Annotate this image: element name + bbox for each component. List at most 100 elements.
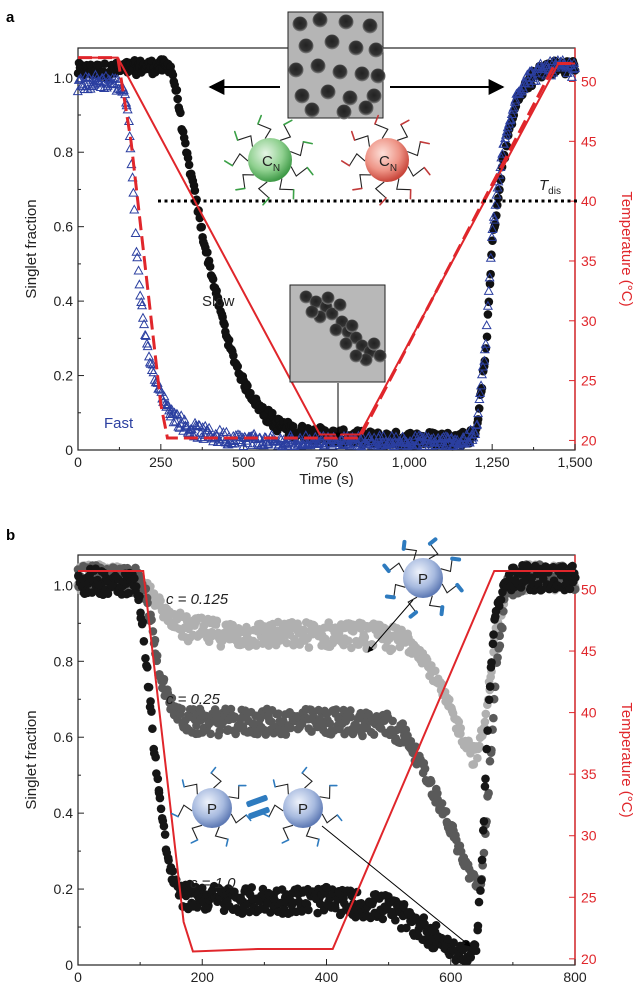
particle-blob	[342, 90, 358, 106]
data-point	[156, 804, 166, 814]
data-point	[360, 632, 370, 642]
data-point	[190, 186, 200, 195]
data-point	[297, 907, 307, 916]
xtick-label: 600	[439, 969, 463, 984]
strand-tip	[336, 814, 343, 822]
data-point	[399, 433, 410, 444]
xtick-label: 1,500	[557, 454, 592, 470]
data-point	[184, 160, 194, 170]
data-point	[548, 55, 559, 66]
xtick-label: 800	[563, 969, 587, 984]
data-point	[474, 387, 486, 398]
ytick-label: 0.8	[54, 144, 74, 160]
data-point	[488, 639, 498, 649]
particle-blob	[354, 66, 370, 82]
data-point	[480, 717, 490, 727]
data-point	[556, 61, 567, 71]
data-point	[395, 436, 406, 446]
data-point	[444, 695, 454, 704]
data-point	[493, 653, 502, 662]
data-point	[492, 182, 503, 192]
ytick-label: 0	[65, 442, 73, 458]
aggregate-blob	[345, 319, 359, 333]
data-point	[206, 729, 215, 739]
data-point	[128, 187, 139, 197]
strand	[210, 772, 222, 789]
strand-tip	[306, 166, 314, 176]
data-point	[177, 704, 186, 714]
data-point	[135, 591, 144, 601]
data-point	[481, 320, 492, 330]
data-point	[334, 628, 344, 638]
data-point	[318, 430, 329, 440]
data-point	[420, 764, 430, 773]
strand	[279, 124, 292, 141]
strand	[388, 562, 405, 573]
strand	[319, 785, 331, 800]
y2tick-label: 45	[581, 133, 597, 149]
strand-tip	[350, 130, 356, 141]
particle-blob	[332, 64, 348, 80]
strand	[348, 153, 366, 166]
strand-tip	[419, 141, 430, 145]
data-point	[484, 788, 493, 798]
data-point	[331, 705, 341, 714]
data-point	[485, 279, 495, 289]
strand-tip	[257, 114, 263, 125]
particle-blob	[288, 62, 304, 78]
data-point	[170, 416, 181, 426]
particle-blob	[358, 100, 374, 116]
particle-blob	[304, 102, 320, 118]
data-point	[491, 189, 502, 199]
data-point	[485, 682, 495, 691]
strand-tip	[427, 537, 438, 546]
data-point	[150, 635, 160, 645]
data-point	[172, 85, 182, 95]
strand	[321, 813, 338, 824]
data-point	[489, 214, 500, 224]
data-point	[229, 351, 238, 360]
data-point	[474, 897, 484, 907]
y2tick-label: 30	[581, 828, 597, 844]
strand	[441, 583, 458, 594]
data-point	[139, 636, 149, 646]
data-point	[498, 138, 510, 148]
particle-blob	[312, 12, 328, 28]
data-point	[146, 697, 155, 706]
strand	[268, 804, 284, 817]
data-point	[441, 807, 451, 816]
particle-blob	[320, 84, 336, 100]
data-point	[565, 584, 575, 594]
data-point	[299, 625, 309, 635]
strand-tip	[223, 160, 234, 167]
micrograph-dispersed	[287, 11, 386, 120]
data-point	[159, 821, 169, 831]
data-point	[475, 741, 484, 751]
data-point	[483, 726, 492, 735]
strand-tip	[374, 114, 380, 125]
y2tick-label: 25	[581, 889, 597, 905]
strand-tip	[450, 556, 462, 562]
data-point	[488, 211, 499, 221]
data-point	[489, 630, 498, 639]
data-point	[191, 421, 202, 431]
y-axis-label-b: Singlet fraction	[23, 710, 40, 809]
y2tick-label: 30	[581, 313, 597, 329]
aggregate-blob	[367, 337, 381, 351]
xtick-label: 750	[315, 454, 339, 470]
particle-blob	[362, 18, 378, 34]
aggregate-blob	[299, 290, 313, 304]
particle-blob	[338, 14, 354, 30]
panel-b-plot: 0 200 400 600 800 0 0.2 0.4 0.6 0.8 1.0 20 25 30 35 40 4…	[23, 554, 635, 984]
xtick-label: 500	[232, 454, 256, 470]
strand-tip	[352, 187, 363, 191]
strand-tip	[382, 563, 391, 574]
label-c025: c = 0.25	[166, 691, 220, 708]
strand-tip	[181, 779, 185, 788]
particle-cn-green: CN	[223, 114, 314, 206]
data-point	[558, 562, 568, 571]
data-point	[498, 623, 507, 633]
xtick-label: 200	[191, 969, 215, 984]
y2-axis-label-b: Temperature (°C)	[618, 702, 635, 817]
strand-tip	[302, 141, 313, 145]
